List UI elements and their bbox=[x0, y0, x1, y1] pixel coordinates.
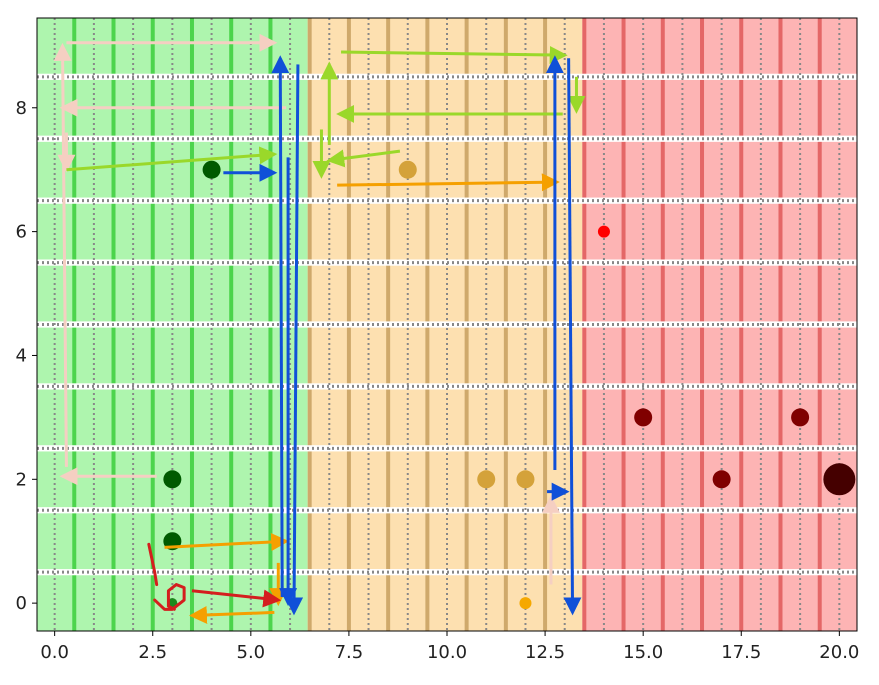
x-tick-label: 20.0 bbox=[819, 642, 859, 663]
x-tick-label: 0.0 bbox=[40, 642, 69, 663]
grid-lines bbox=[37, 18, 857, 631]
data-point bbox=[202, 160, 221, 179]
data-point bbox=[516, 470, 535, 489]
data-point bbox=[519, 597, 532, 610]
annotation-arrow bbox=[563, 58, 582, 616]
data-point bbox=[597, 225, 610, 238]
handwritten-mark bbox=[147, 542, 159, 587]
data-point bbox=[712, 470, 731, 489]
y-tick-label: 8 bbox=[16, 98, 27, 119]
annotation-arrow bbox=[66, 146, 278, 172]
annotation-arrow bbox=[285, 64, 304, 616]
x-axis-ticks: 0.0 2.5 5.0 7.5 10.0 12.5 15.0 17.5 20.0 bbox=[40, 631, 859, 663]
annotation-arrows bbox=[53, 33, 586, 624]
handwritten-mark bbox=[153, 583, 186, 611]
data-point bbox=[477, 470, 496, 489]
x-tick-label: 15.0 bbox=[623, 642, 663, 663]
annotation-arrow bbox=[188, 605, 275, 624]
y-axis-ticks: 0 2 4 6 8 bbox=[16, 98, 37, 614]
y-tick-label: 0 bbox=[16, 593, 27, 614]
y-tick-label: 4 bbox=[16, 345, 27, 366]
x-tick-label: 2.5 bbox=[138, 642, 167, 663]
x-tick-label: 17.5 bbox=[721, 642, 761, 663]
annotation-arrow bbox=[164, 532, 290, 551]
data-point bbox=[791, 408, 810, 427]
data-points bbox=[163, 160, 856, 610]
x-tick-label: 7.5 bbox=[335, 642, 364, 663]
x-tick-label: 12.5 bbox=[525, 642, 565, 663]
data-point bbox=[634, 408, 653, 427]
x-tick-label: 5.0 bbox=[237, 642, 266, 663]
annotation-arrow bbox=[341, 45, 568, 64]
annotation-arrow bbox=[271, 55, 290, 597]
y-tick-label: 6 bbox=[16, 222, 27, 243]
x-tick-label: 10.0 bbox=[427, 642, 467, 663]
annotation-arrow bbox=[326, 149, 401, 168]
annotation-arrow bbox=[337, 173, 560, 192]
data-point bbox=[163, 470, 182, 489]
y-tick-label: 2 bbox=[16, 469, 27, 490]
data-point bbox=[398, 160, 417, 179]
data-point bbox=[823, 463, 856, 496]
annotation-arrow bbox=[191, 589, 282, 608]
